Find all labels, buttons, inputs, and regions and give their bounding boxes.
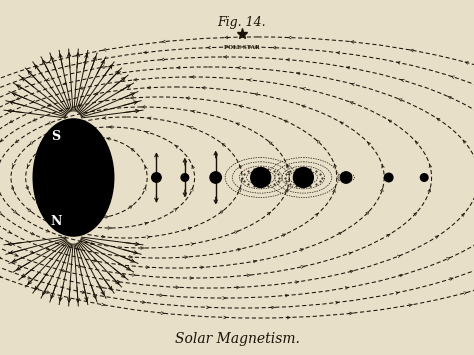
Ellipse shape (33, 119, 114, 236)
Text: S: S (51, 130, 61, 143)
Text: POLE STAR: POLE STAR (224, 45, 260, 50)
Text: N: N (50, 215, 62, 228)
Circle shape (181, 174, 189, 181)
Circle shape (420, 174, 428, 181)
Circle shape (384, 173, 393, 182)
Circle shape (152, 173, 161, 182)
Circle shape (293, 168, 313, 187)
Text: Solar Magnetism.: Solar Magnetism. (174, 332, 300, 346)
Text: Fig. 14.: Fig. 14. (218, 16, 266, 29)
Circle shape (340, 172, 352, 183)
Circle shape (210, 172, 221, 183)
Circle shape (251, 168, 271, 187)
